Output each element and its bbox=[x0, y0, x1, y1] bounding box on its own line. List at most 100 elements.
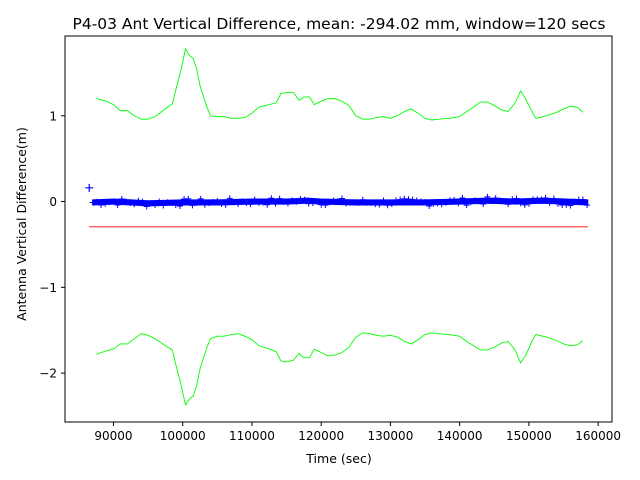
marker bbox=[230, 199, 237, 206]
marker bbox=[160, 202, 167, 209]
marker bbox=[280, 198, 287, 205]
marker bbox=[156, 198, 163, 205]
marker bbox=[417, 198, 424, 205]
marker bbox=[239, 198, 246, 205]
marker bbox=[434, 200, 441, 207]
marker bbox=[550, 195, 557, 202]
marker bbox=[413, 197, 420, 204]
marker bbox=[567, 202, 574, 209]
marker bbox=[405, 196, 412, 203]
marker bbox=[584, 202, 591, 209]
series-line-2 bbox=[96, 47, 584, 121]
marker bbox=[272, 200, 279, 207]
marker bbox=[455, 200, 462, 207]
marker bbox=[538, 196, 545, 203]
marker bbox=[114, 202, 121, 209]
marker bbox=[579, 196, 586, 203]
marker bbox=[521, 201, 528, 208]
marker bbox=[554, 200, 561, 207]
x-axis: 90000 100000 110000 120000 130000 140000 15000… bbox=[94, 422, 621, 443]
marker bbox=[338, 195, 345, 202]
marker bbox=[143, 203, 150, 210]
marker bbox=[571, 198, 578, 205]
marker bbox=[235, 200, 242, 207]
marker bbox=[343, 200, 350, 207]
marker bbox=[563, 201, 570, 208]
x-tick-label: 120000 bbox=[298, 429, 344, 443]
marker bbox=[89, 199, 96, 206]
axes-frame bbox=[64, 35, 613, 423]
marker bbox=[392, 197, 399, 204]
marker bbox=[513, 195, 520, 202]
marker bbox=[264, 201, 271, 208]
y-axis-label: Antenna Vertical Difference(m) bbox=[14, 127, 29, 321]
marker bbox=[102, 200, 109, 207]
marker bbox=[326, 199, 333, 206]
marker bbox=[459, 194, 466, 201]
marker bbox=[488, 198, 495, 205]
marker bbox=[496, 197, 503, 204]
marker bbox=[467, 199, 474, 206]
marker bbox=[301, 196, 308, 203]
marker bbox=[139, 198, 146, 205]
marker bbox=[251, 196, 258, 203]
marker bbox=[210, 199, 217, 206]
marker bbox=[542, 194, 549, 201]
marker bbox=[397, 196, 404, 203]
marker bbox=[422, 198, 429, 205]
marker bbox=[380, 197, 387, 204]
x-tick-label: 110000 bbox=[229, 429, 275, 443]
marker bbox=[276, 195, 283, 202]
marker bbox=[505, 201, 512, 208]
marker bbox=[147, 200, 154, 207]
marker bbox=[471, 197, 478, 204]
marker bbox=[106, 199, 113, 206]
marker bbox=[201, 201, 208, 208]
marker bbox=[297, 195, 304, 202]
marker bbox=[289, 197, 296, 204]
marker bbox=[451, 196, 458, 203]
marker bbox=[546, 200, 553, 207]
marker bbox=[193, 199, 200, 206]
marker bbox=[152, 202, 159, 209]
marker bbox=[176, 202, 183, 209]
marker bbox=[284, 200, 291, 207]
marker bbox=[214, 198, 221, 205]
marker bbox=[517, 200, 524, 207]
x-tick-label: 100000 bbox=[160, 429, 206, 443]
marker bbox=[355, 199, 362, 206]
marker bbox=[388, 201, 395, 208]
marker bbox=[218, 200, 225, 207]
series-markers bbox=[89, 193, 591, 210]
marker bbox=[226, 195, 233, 202]
marker bbox=[525, 200, 532, 207]
marker bbox=[110, 198, 117, 205]
marker bbox=[409, 196, 416, 203]
marker bbox=[268, 195, 275, 202]
marker bbox=[463, 202, 470, 209]
marker bbox=[172, 202, 179, 209]
plot-area bbox=[85, 47, 591, 406]
chart-title: P4-03 Ant Vertical Difference, mean: -29… bbox=[72, 15, 605, 33]
y-tick-label: −1 bbox=[39, 281, 57, 295]
marker bbox=[189, 202, 196, 209]
marker bbox=[438, 201, 445, 208]
marker bbox=[334, 197, 341, 204]
marker bbox=[206, 200, 213, 207]
marker bbox=[384, 202, 391, 209]
marker bbox=[314, 198, 321, 205]
y-tick-label: −2 bbox=[39, 367, 57, 381]
marker bbox=[222, 201, 229, 208]
marker bbox=[484, 193, 491, 200]
marker bbox=[185, 195, 192, 202]
y-tick-label: 1 bbox=[49, 109, 57, 123]
marker bbox=[118, 196, 125, 203]
marker bbox=[309, 200, 316, 207]
marker bbox=[260, 199, 267, 206]
x-tick-label: 150000 bbox=[506, 429, 552, 443]
marker bbox=[368, 199, 375, 206]
marker bbox=[135, 197, 142, 204]
marker bbox=[322, 202, 329, 209]
marker bbox=[509, 196, 516, 203]
